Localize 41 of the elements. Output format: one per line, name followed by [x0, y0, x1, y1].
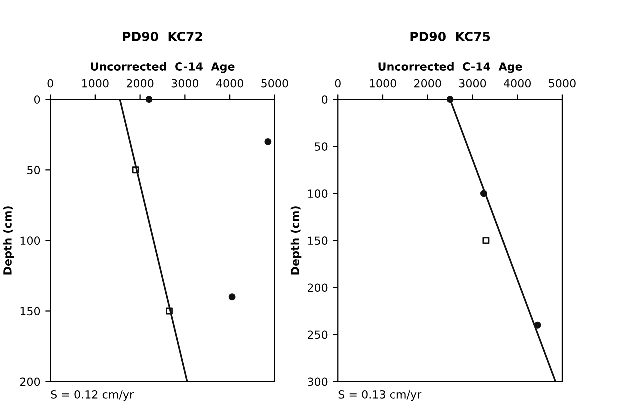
x-tick-label: 5000 [549, 79, 576, 88]
point [482, 237, 490, 244]
point [146, 96, 153, 104]
x-tick-label: 4000 [216, 79, 244, 88]
point [446, 96, 454, 104]
y-axis-title: Depth (cm) [3, 206, 14, 275]
x-tick-label: 0 [48, 79, 54, 88]
y-tick-label: 300 [308, 378, 328, 386]
point [480, 190, 488, 198]
text: S = 0.12 cm/yr [51, 390, 134, 402]
x-tick-label: 3000 [459, 79, 486, 88]
y-tick-label: 150 [20, 307, 40, 316]
y-tick-label: 100 [20, 236, 40, 246]
x-tick-label: 5000 [262, 79, 288, 88]
x-axis-title: Uncorrected C-14 Age [91, 62, 235, 74]
point [166, 308, 173, 315]
y-tick-label: 50 [315, 142, 328, 152]
x-tick-label: 1000 [82, 79, 109, 88]
x-tick-label: 2000 [414, 79, 442, 88]
x-tick-label: 1000 [370, 79, 396, 88]
x-tick-label: 4000 [504, 79, 532, 88]
y-tick-label: 250 [308, 330, 328, 340]
y-tick-label: 200 [20, 378, 40, 386]
x-axis-title: Uncorrected C-14 Age [378, 62, 522, 74]
y-tick-label: 0 [34, 96, 40, 104]
y-tick-label: 200 [308, 284, 328, 292]
chart-title: PD90 KC72 [123, 32, 202, 42]
text: S = 0.13 cm/yr [338, 390, 422, 402]
y-tick-label: 100 [308, 190, 328, 198]
point [132, 166, 140, 174]
y-tick-label: 50 [28, 166, 40, 175]
x-tick-label: 3000 [172, 79, 199, 88]
point [534, 322, 542, 329]
x-tick-label: 0 [335, 79, 341, 88]
y-tick-label: 150 [308, 236, 328, 246]
point [264, 138, 272, 146]
x-tick-label: 2000 [126, 79, 154, 88]
point [228, 294, 236, 301]
y-axis-title: Depth (cm) [290, 206, 302, 275]
chart-title: PD90 KC75 [410, 32, 490, 42]
y-tick-label: 0 [322, 96, 328, 104]
